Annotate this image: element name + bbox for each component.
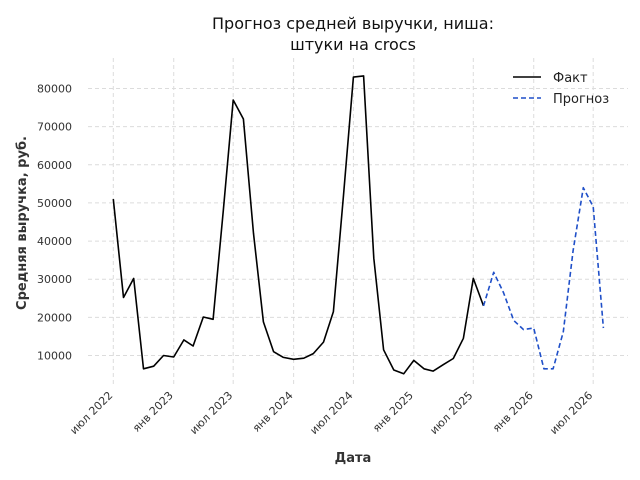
x-tick-label: июл 2023: [187, 389, 235, 437]
y-tick-label: 10000: [37, 349, 72, 362]
grid: [88, 58, 628, 386]
y-tick-label: 60000: [37, 159, 72, 172]
x-tick-label: янв 2026: [490, 389, 536, 435]
x-tick-label: июл 2022: [67, 389, 115, 437]
x-tick-label: июл 2024: [307, 389, 355, 437]
x-axis-ticks: июл 2022 янв 2023 июл 2023 янв 2024 июл 2024…: [67, 389, 595, 437]
y-axis-ticks: 10000 20000 30000 40000 50000 60000 70000 80000: [37, 83, 72, 363]
x-tick-label: янв 2023: [130, 389, 176, 435]
y-tick-label: 40000: [37, 235, 72, 248]
legend-fact-label: Факт: [553, 71, 588, 86]
forecast-series-line: [482, 186, 605, 370]
y-axis-label: Средняя выручка, руб.: [15, 136, 30, 310]
y-tick-label: 70000: [37, 121, 72, 134]
chart-title-line-1: Прогноз средней выручки, ниша:: [212, 14, 494, 33]
x-axis-label: Дата: [335, 451, 372, 466]
y-tick-label: 30000: [37, 273, 72, 286]
fact-series-line: [112, 75, 485, 375]
y-tick-label: 50000: [37, 197, 72, 210]
x-tick-label: июл 2026: [547, 389, 595, 437]
series-layer: [112, 75, 605, 375]
x-tick-label: янв 2025: [370, 389, 416, 435]
y-tick-label: 20000: [37, 311, 72, 324]
y-tick-label: 80000: [37, 83, 72, 96]
legend-forecast-label: Прогноз: [553, 92, 609, 107]
chart-title-line-2: штуки на crocs: [290, 35, 416, 54]
x-tick-label: янв 2024: [250, 389, 296, 435]
legend: Факт Прогноз: [513, 71, 609, 107]
x-tick-label: июл 2025: [427, 389, 475, 437]
